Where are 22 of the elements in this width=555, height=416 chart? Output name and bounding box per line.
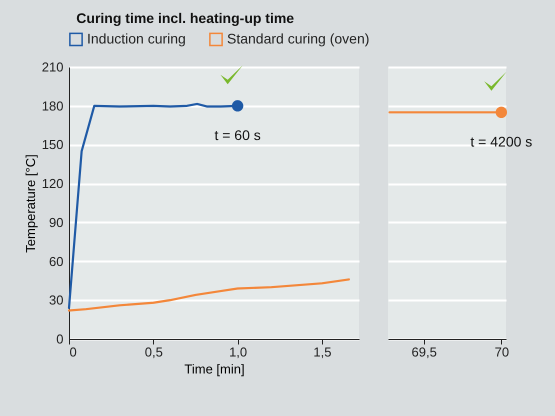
x-tick-label: 1,5: [313, 344, 332, 360]
y-tick-label: 150: [42, 137, 64, 152]
y-tick-label: 60: [49, 254, 64, 269]
y-tick-label: 180: [42, 98, 64, 114]
legend-label: Induction curing: [87, 30, 186, 46]
annotation: t = 60 s: [214, 126, 261, 143]
y-tick-label: 120: [42, 176, 64, 192]
x-tick-label: 70: [494, 344, 510, 360]
chart-title: Curing time incl. heating-up time: [76, 10, 294, 26]
x-tick-label: 1,0: [229, 344, 248, 360]
annotation: t = 4200 s: [470, 133, 532, 150]
y-tick-label: 0: [56, 332, 64, 346]
x-axis-title: Time [min]: [184, 362, 245, 376]
line-series: [68, 278, 350, 312]
x-tick-label: 69,5: [412, 344, 437, 360]
x-tick-label: 0: [70, 344, 77, 360]
legend-label: Standard curing (oven): [227, 30, 370, 46]
y-axis-title: Temperature [°C]: [22, 154, 38, 253]
y-tick-label: 90: [49, 214, 64, 230]
y-tick-label: 30: [49, 292, 64, 308]
y-tick-label: 210: [42, 60, 64, 74]
x-tick-label: 0,5: [144, 344, 163, 360]
